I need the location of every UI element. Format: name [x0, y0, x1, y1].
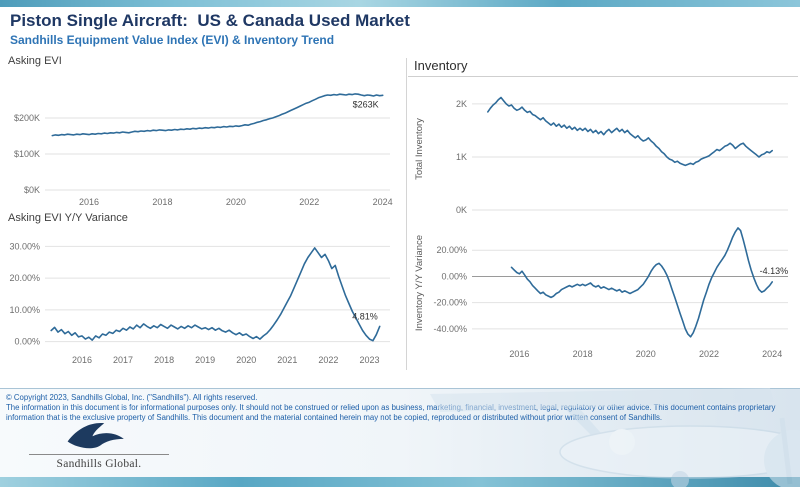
- x-tick-label: 2023: [359, 355, 379, 365]
- y-tick-label: $200K: [14, 113, 40, 123]
- y-tick-label: -20.00%: [433, 298, 467, 308]
- logo-text: Sandhills Global.: [56, 458, 142, 470]
- chart-canvas: 0.00% 10.00% 20.00% 30.00% 2016 2017 2018 2019 2…: [9, 241, 390, 365]
- x-tick-label: 2016: [509, 349, 529, 359]
- total-inventory-chart: 0K 1K 2K Total Inventory: [408, 80, 800, 214]
- trend-line: [50, 247, 381, 342]
- inventory-title-divider: [408, 76, 798, 77]
- y-tick-label: 20.00%: [436, 245, 467, 255]
- inventory-variance-chart: -40.00% -20.00% 0.00% 20.00% 2016 2018 2020 202…: [408, 214, 800, 372]
- bottom-accent-bar: [0, 477, 800, 487]
- x-tick-label: 2021: [277, 355, 297, 365]
- asking-evi-chart: $0K $100K $200K 2016 2018 2020 2022 2024 $263K: [5, 70, 400, 216]
- x-tick-label: 2020: [236, 355, 256, 365]
- asking-evi-title: Asking EVI: [8, 55, 62, 67]
- end-value-label: 4.81%: [352, 311, 378, 321]
- x-tick-label: 2020: [226, 197, 246, 207]
- x-tick-label: 2024: [373, 197, 393, 207]
- column-divider: [406, 58, 407, 370]
- y-axis-title: Total Inventory: [414, 118, 425, 180]
- x-tick-label: 2017: [113, 355, 133, 365]
- page-subtitle: Sandhills Equipment Value Index (EVI) & …: [10, 33, 335, 47]
- asking-evi-variance-title: Asking EVI Y/Y Variance: [8, 212, 128, 224]
- y-tick-label: $0K: [24, 185, 40, 195]
- end-value-label: $263K: [353, 99, 379, 109]
- x-tick-label: 2018: [573, 349, 593, 359]
- x-tick-label: 2019: [195, 355, 215, 365]
- y-tick-label: 1K: [456, 152, 467, 162]
- x-tick-label: 2018: [152, 197, 172, 207]
- end-value-label: -4.13%: [760, 266, 789, 276]
- y-tick-label: 10.00%: [9, 305, 40, 315]
- sandhills-logo: Sandhills Global.: [25, 418, 173, 470]
- y-tick-label: 0.00%: [441, 271, 467, 281]
- disclaimer-text: The information in this document is for …: [6, 403, 776, 423]
- y-axis-title: Inventory Y/Y Variance: [414, 235, 425, 331]
- x-tick-label: 2016: [79, 197, 99, 207]
- copyright-line: © Copyright 2023, Sandhills Global, Inc.…: [6, 393, 258, 402]
- asking-evi-variance-chart: 0.00% 10.00% 20.00% 30.00% 2016 2017 2018 2019 2…: [5, 228, 400, 378]
- sandhills-logo-bird-icon: [67, 423, 124, 449]
- chart-canvas: -40.00% -20.00% 0.00% 20.00% 2016 2018 2020 202…: [414, 227, 789, 359]
- x-tick-label: 2022: [318, 355, 338, 365]
- y-tick-label: 30.00%: [9, 241, 40, 251]
- chart-canvas: 0K 1K 2K Total Inventory: [414, 96, 788, 214]
- x-tick-label: 2022: [699, 349, 719, 359]
- y-tick-label: 20.00%: [9, 273, 40, 283]
- x-tick-label: 2020: [636, 349, 656, 359]
- y-tick-label: 2K: [456, 99, 467, 109]
- x-tick-label: 2016: [72, 355, 92, 365]
- legal-text-block: © Copyright 2023, Sandhills Global, Inc.…: [6, 393, 794, 423]
- x-tick-label: 2022: [299, 197, 319, 207]
- y-tick-label: $100K: [14, 149, 40, 159]
- logo-divider: [29, 454, 169, 455]
- trend-line: [487, 96, 774, 167]
- x-tick-label: 2024: [762, 349, 782, 359]
- y-tick-label: -40.00%: [433, 324, 467, 334]
- y-tick-label: 0.00%: [14, 337, 40, 347]
- trend-line: [51, 93, 384, 137]
- top-accent-bar: [0, 0, 800, 7]
- page-title: Piston Single Aircraft: US & Canada Used…: [10, 11, 410, 30]
- x-tick-label: 2018: [154, 355, 174, 365]
- trend-line: [510, 227, 774, 338]
- y-tick-label: 0K: [456, 205, 467, 214]
- inventory-panel-title: Inventory: [414, 58, 468, 73]
- chart-canvas: $0K $100K $200K 2016 2018 2020 2022 2024 $263K: [14, 93, 393, 207]
